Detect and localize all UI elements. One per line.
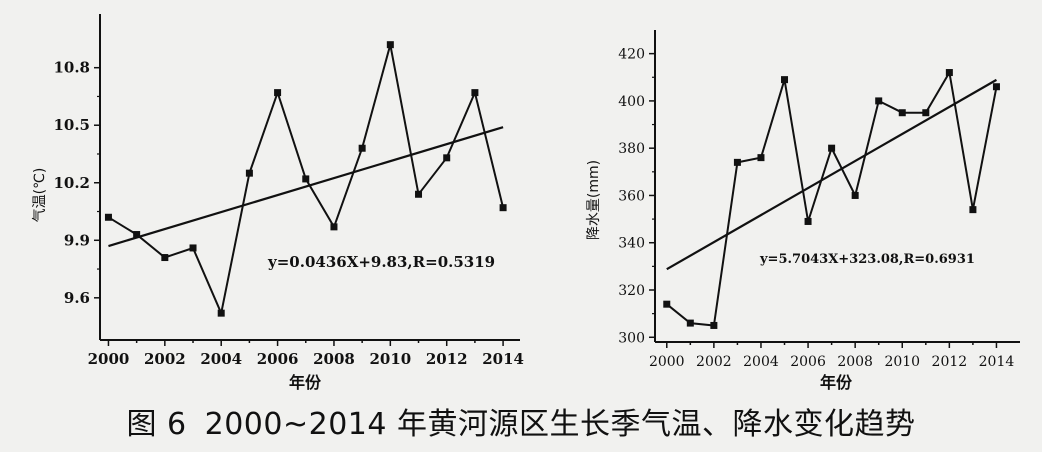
y-tick-label: 380 [618, 141, 645, 157]
y-tick-label: 10.8 [53, 59, 90, 77]
data-point [358, 144, 366, 152]
x-tick-label: 2010 [884, 354, 920, 370]
y-tick-label: 9.9 [64, 231, 90, 249]
y-tick-label: 320 [618, 283, 645, 299]
temperature-chart: 2000 2002 2004 2006 2008 2010 2012 2014 9.6 9.9 10… [32, 14, 524, 392]
y-tick-label: 420 [618, 47, 645, 63]
y-tick-label: 10.2 [53, 174, 90, 192]
y-axis-label: 气温(℃) [32, 168, 48, 223]
data-point [898, 109, 906, 117]
data-point [330, 223, 338, 231]
x-tick-label: 2008 [313, 350, 355, 368]
x-tick-label: 2004 [743, 354, 779, 370]
x-tick-label: 2002 [144, 350, 186, 368]
x-tick-label: 2010 [369, 350, 411, 368]
y-tick-label: 400 [618, 94, 645, 110]
data-point [757, 154, 765, 162]
data-point [415, 190, 423, 198]
series-line [666, 69, 998, 327]
y-tick-label: 360 [618, 188, 645, 204]
data-point [875, 97, 883, 105]
y-axis-label: 降水量(mm) [586, 160, 602, 240]
data-point [781, 76, 789, 84]
regression-annotation: y=0.0436X+9.83,R=0.5319 [267, 253, 495, 271]
regression-annotation: y=5.7043X+323.08,R=0.6931 [759, 252, 975, 267]
x-tick-label: 2014 [482, 350, 524, 368]
data-point [443, 154, 451, 162]
y-tick-label: 10.5 [53, 116, 90, 134]
data-point [499, 204, 507, 212]
x-tick-label: 2000 [649, 354, 685, 370]
data-point [804, 217, 812, 225]
data-point [969, 206, 977, 214]
data-point [663, 300, 671, 308]
data-point [686, 319, 694, 327]
x-tick-label: 2006 [257, 350, 299, 368]
x-tick-label: 2000 [88, 350, 130, 368]
x-tick-label: 2006 [790, 354, 826, 370]
x-tick-label: 2004 [200, 350, 242, 368]
x-tick-label: 2014 [979, 354, 1015, 370]
precipitation-chart: 2000 2002 2004 2006 2008 2010 2012 2014 300 320 34… [586, 30, 1020, 392]
trend-line [666, 78, 997, 271]
data-point [104, 213, 112, 221]
data-point [302, 175, 310, 183]
x-tick-label: 2008 [837, 354, 873, 370]
x-axis-label: 年份 [820, 373, 853, 392]
x-axis-label: 年份 [289, 373, 322, 392]
y-tick-label: 9.6 [64, 289, 90, 307]
data-point [217, 309, 225, 317]
data-point [733, 158, 741, 166]
data-point [945, 69, 953, 77]
data-point [386, 41, 394, 49]
data-point [274, 89, 282, 97]
figure-caption-text: 2000~2014 年黄河源区生长季气温、降水变化趋势 [204, 407, 916, 442]
data-point [133, 231, 141, 239]
figure-caption-label: 图 6 [126, 407, 187, 442]
data-point [189, 244, 197, 252]
data-point [828, 144, 836, 152]
figure-caption: 图 6 2000~2014 年黄河源区生长季气温、降水变化趋势 [0, 403, 1042, 447]
data-point [161, 254, 169, 262]
data-point [922, 109, 930, 117]
data-point [471, 89, 479, 97]
x-tick-label: 2012 [426, 350, 468, 368]
trend-line [108, 126, 504, 248]
data-point [245, 169, 253, 177]
data-point [710, 321, 718, 329]
data-point [992, 83, 1000, 91]
x-tick-label: 2012 [932, 354, 968, 370]
y-tick-label: 300 [618, 330, 645, 346]
data-point [851, 191, 859, 199]
y-tick-label: 340 [618, 236, 645, 252]
x-tick-label: 2002 [696, 354, 732, 370]
